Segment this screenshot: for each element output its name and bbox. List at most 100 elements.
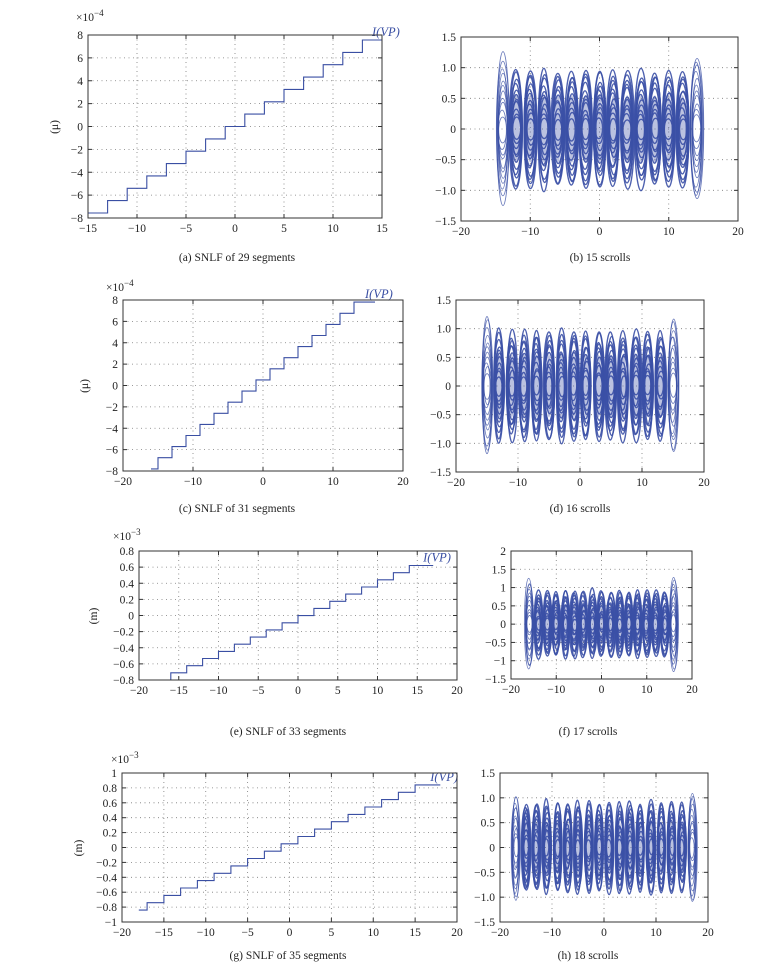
x-tick-label: 15 — [376, 223, 388, 235]
scroll-core — [590, 605, 595, 644]
scroll-9 — [605, 69, 620, 188]
y-tick-label: 1.5 — [481, 768, 496, 780]
x-tick-label: −20 — [491, 927, 509, 939]
subplot-caption: (b) 15 scrolls — [570, 252, 631, 264]
scroll-13 — [629, 328, 643, 444]
y-scale-base: ×10 — [111, 754, 129, 766]
scroll-orbit — [669, 579, 679, 670]
scroll-orbit — [654, 329, 666, 442]
x-tick-label: 10 — [327, 476, 339, 488]
y-tick-label: −0.6 — [113, 659, 134, 671]
scroll-core — [581, 605, 586, 644]
scroll-orbit — [551, 590, 561, 656]
scroll-11 — [614, 589, 625, 659]
y-tick-label: −1.5 — [435, 216, 456, 228]
y-tick-label: 0.4 — [103, 813, 118, 825]
x-tick-label: 20 — [451, 685, 463, 697]
y-scale-factor: ×10−3 — [113, 527, 141, 543]
y-tick-label: −0.5 — [435, 155, 456, 167]
scroll-11 — [614, 800, 625, 895]
scroll-core — [662, 605, 668, 644]
y-tick-label: 1.0 — [442, 63, 457, 75]
scroll-14 — [645, 798, 657, 896]
x-tick-label: 5 — [281, 223, 287, 235]
y-tick-label: −0.8 — [113, 675, 134, 687]
scroll-core — [540, 95, 548, 163]
y-tick-label: 4 — [77, 76, 83, 88]
scroll-core — [658, 821, 664, 874]
x-tick-label: 20 — [451, 927, 463, 939]
x-tick-label: −10 — [521, 226, 539, 238]
scroll-orbit — [614, 800, 624, 895]
scroll-orbit — [584, 799, 594, 895]
scroll-orbit — [594, 804, 604, 892]
series-label: I(VP) — [364, 287, 393, 301]
attractor — [481, 316, 680, 455]
y-axis-label: (μ) — [79, 379, 91, 393]
scroll-orbit — [605, 69, 620, 188]
subplot-f: −20 −10 0 10 20 −1.5 −1 −0.5 0 0.5 1 1.5 2 (f) 17 scr… — [485, 546, 698, 738]
scroll-core — [582, 95, 590, 163]
scroll-16 — [659, 591, 670, 658]
scroll-core — [665, 95, 673, 163]
scroll-core — [534, 821, 539, 874]
x-tick-label: −20 — [447, 477, 465, 489]
y-tick-label: 2 — [500, 546, 506, 558]
scroll-orbit — [511, 796, 521, 901]
y-tick-label: −0.4 — [96, 872, 117, 884]
x-tick-label: −5 — [242, 927, 254, 939]
scroll-orbit — [666, 800, 677, 895]
scroll-orbit — [519, 328, 531, 443]
staircase-series — [162, 564, 434, 681]
scroll-core — [544, 821, 550, 874]
scroll-orbit — [661, 69, 676, 188]
scroll-core — [596, 821, 602, 874]
y-tick-label: −6 — [71, 190, 83, 202]
scroll-1 — [523, 577, 535, 670]
y-tick-label: 6 — [77, 53, 83, 65]
scroll-7 — [578, 69, 594, 189]
x-tick-label: −10 — [543, 927, 561, 939]
subplot-caption: (c) SNLF of 31 segments — [179, 503, 296, 515]
scroll-core — [617, 605, 622, 644]
scroll-core — [596, 95, 603, 163]
scroll-core — [609, 95, 617, 163]
scroll-core — [570, 354, 577, 418]
y-tick-label: 2 — [77, 99, 83, 111]
y-tick-label: −1.5 — [485, 674, 506, 686]
scroll-orbit — [553, 802, 563, 892]
scroll-core — [554, 95, 562, 163]
scroll-orbit — [579, 69, 594, 189]
scroll-core — [568, 95, 576, 163]
x-tick-label: 0 — [597, 226, 603, 238]
scroll-core — [623, 95, 631, 163]
x-tick-label: −20 — [114, 476, 132, 488]
x-tick-label: 20 — [732, 226, 744, 238]
scroll-core — [637, 95, 645, 163]
scroll-orbit — [562, 803, 573, 894]
scroll-orbit — [587, 587, 597, 660]
staircase-series — [151, 301, 375, 470]
scroll-orbit — [633, 589, 643, 660]
y-scale-factor: ×10−3 — [111, 750, 139, 766]
y-tick-label: 0 — [112, 381, 118, 393]
y-tick-label: 1.0 — [437, 324, 452, 336]
scroll-orbit — [635, 803, 645, 893]
x-tick-label: 20 — [698, 477, 710, 489]
x-tick-label: −10 — [184, 476, 202, 488]
x-tick-label: 10 — [372, 685, 384, 697]
scroll-orbit — [624, 800, 635, 895]
scroll-13 — [635, 803, 645, 893]
y-tick-label: 0.6 — [103, 798, 118, 810]
scroll-2 — [520, 803, 532, 891]
scroll-7 — [572, 799, 584, 896]
scroll-7 — [578, 590, 589, 659]
y-tick-label: −8 — [71, 213, 83, 225]
scroll-orbit — [675, 71, 690, 189]
scroll-4 — [517, 328, 531, 443]
y-tick-label: 0.5 — [442, 93, 457, 105]
y-tick-label: 0 — [445, 381, 451, 393]
x-tick-label: 5 — [329, 927, 335, 939]
scroll-orbit — [508, 68, 524, 190]
y-tick-label: 0.4 — [120, 578, 135, 590]
